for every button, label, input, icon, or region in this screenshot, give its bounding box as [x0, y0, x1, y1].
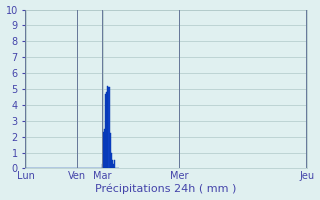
Bar — [103, 132, 104, 168]
Bar — [105, 94, 106, 168]
Bar — [114, 160, 115, 168]
X-axis label: Précipitations 24h ( mm ): Précipitations 24h ( mm ) — [95, 184, 237, 194]
Bar — [106, 92, 108, 168]
Bar — [112, 160, 113, 168]
Bar — [104, 129, 105, 168]
Bar — [108, 87, 109, 168]
Bar — [113, 164, 114, 168]
Bar — [102, 164, 103, 168]
Bar — [109, 133, 111, 168]
Bar — [111, 153, 112, 168]
